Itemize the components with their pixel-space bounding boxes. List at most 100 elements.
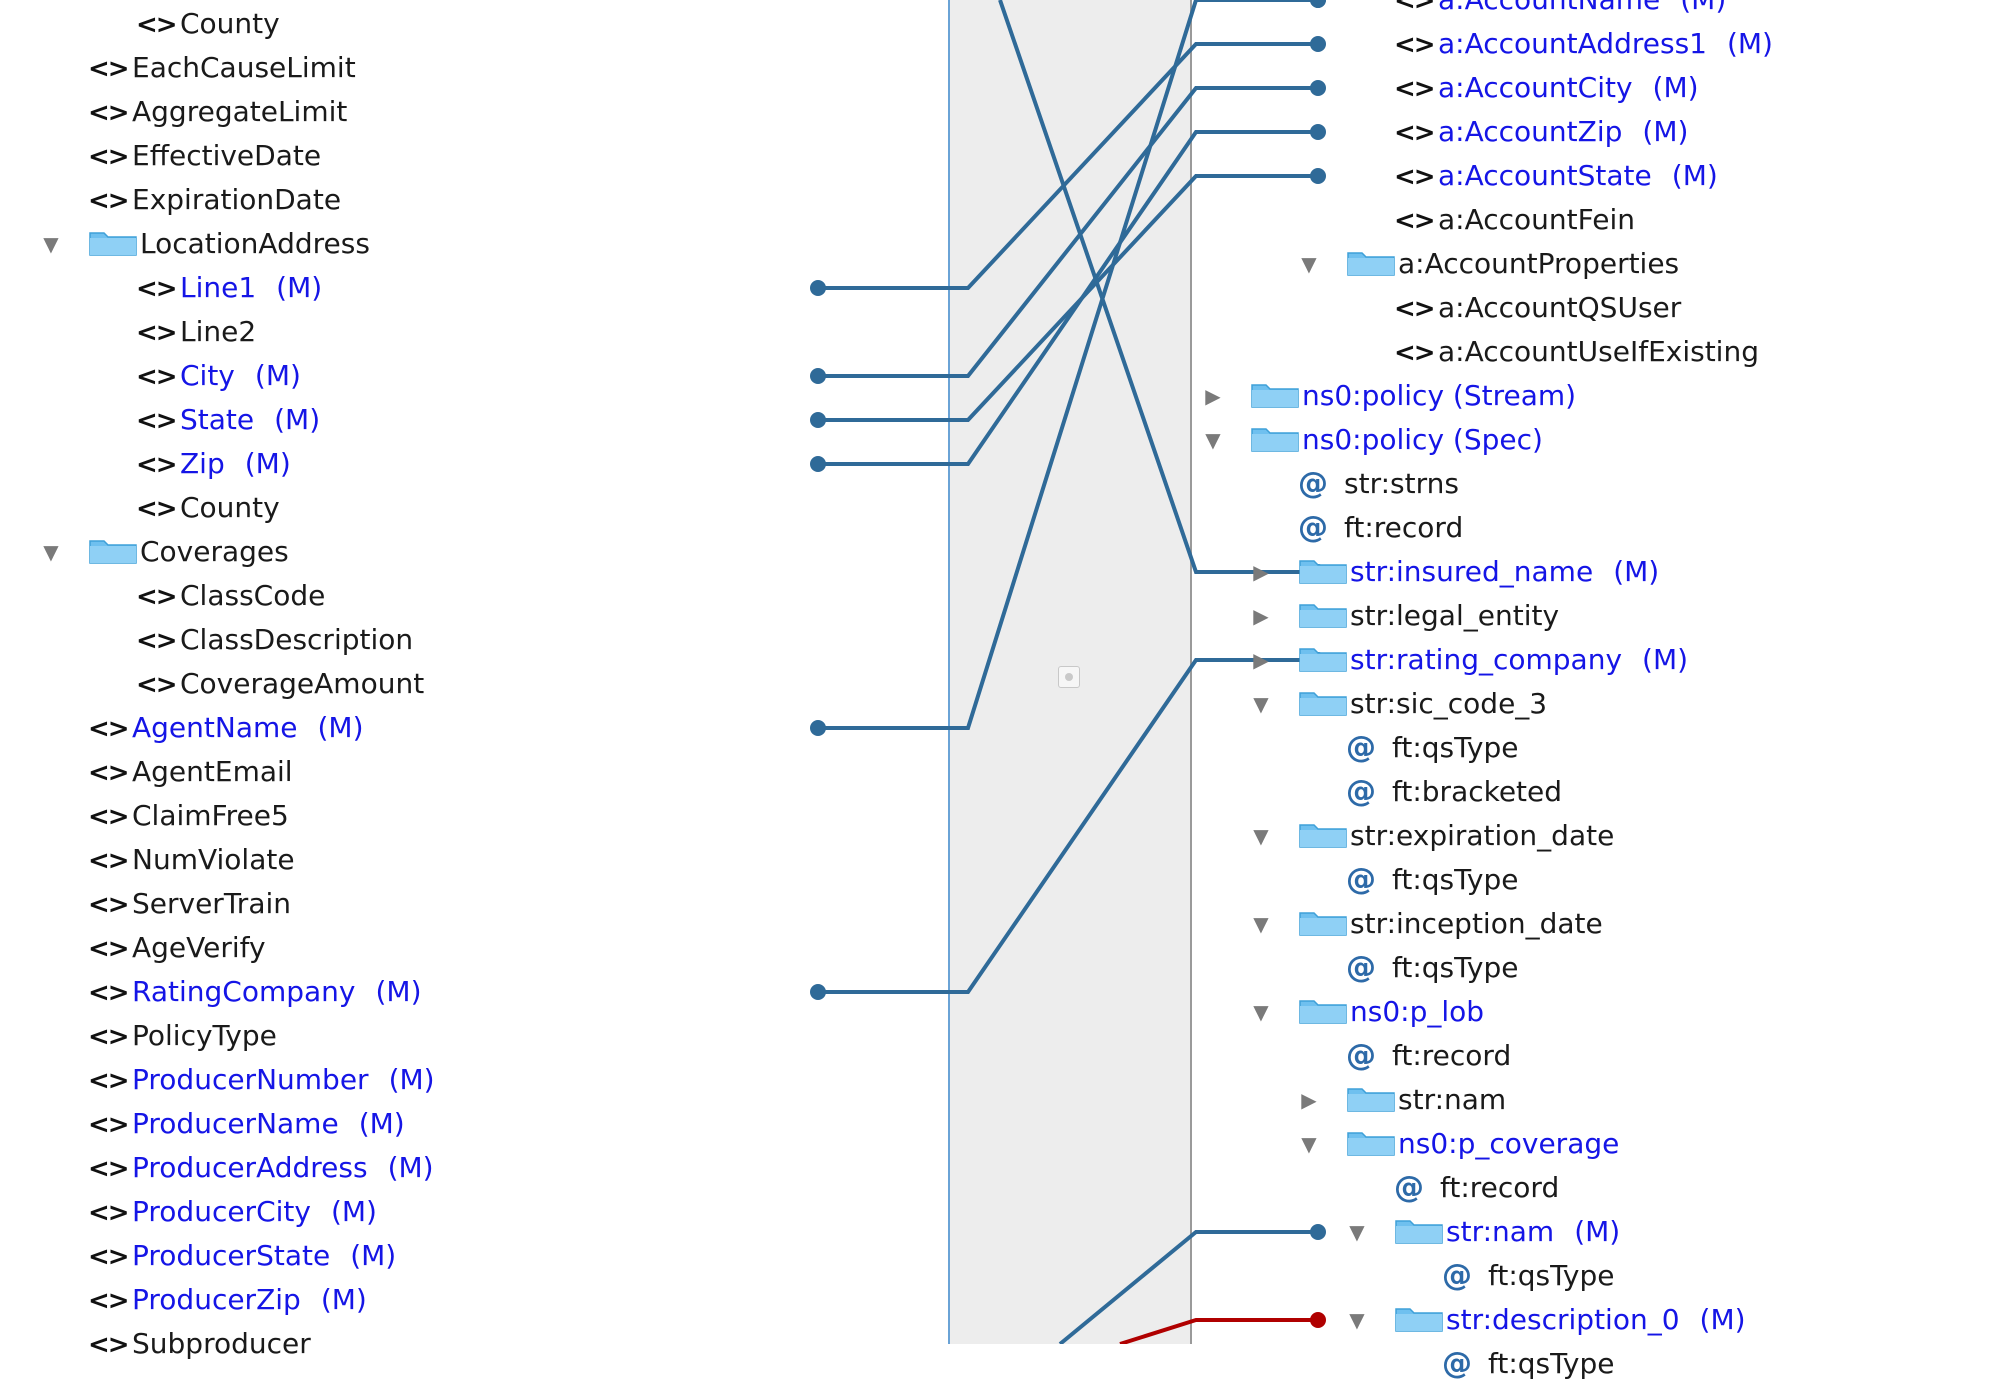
attribute-node-ft-qstype[interactable]: @ ft:qsType	[1442, 1343, 1614, 1385]
expand-down-icon[interactable]: ▼	[1253, 824, 1269, 848]
element-node-a-accountfein[interactable]: <> a:AccountFein	[1394, 199, 1635, 241]
element-node-a-accountzip[interactable]: <> a:AccountZip (M)	[1394, 111, 1688, 153]
folder-node-str-legal-entity[interactable]: ▶ str:legal_entity	[1253, 595, 1560, 637]
expand-right-icon[interactable]: ▶	[1253, 648, 1269, 672]
expand-down-icon[interactable]: ▼	[1205, 428, 1221, 452]
node-label: ft:qsType	[1488, 1347, 1615, 1380]
element-node-a-accountname[interactable]: <>a:AccountName (M)	[1394, 0, 1726, 21]
element-node-eachcauselimit[interactable]: <> EachCauseLimit	[88, 47, 356, 89]
attribute-node-ft-qstype[interactable]: @ ft:qsType	[1346, 947, 1518, 989]
element-node-state[interactable]: <> State (M)	[136, 399, 320, 441]
expand-down-icon[interactable]: ▼	[1349, 1220, 1365, 1244]
element-node-line1[interactable]: <> Line1 (M)	[136, 267, 322, 309]
folder-node-a-accountproperties[interactable]: ▼ a:AccountProperties	[1301, 243, 1679, 285]
mapping-link-subproducer-to-str-nam[interactable]	[1058, 1224, 1326, 1344]
element-node-ratingcompany[interactable]: <> RatingCompany (M)	[88, 971, 422, 1013]
expand-down-icon[interactable]: ▼	[43, 540, 59, 564]
mapping-link-state-to-a-accountstate[interactable]	[810, 168, 1326, 428]
folder-node-str-nam[interactable]: ▼ str:nam (M)	[1349, 1211, 1620, 1253]
mapping-link-subproducer-to-str-description-0[interactable]	[1119, 1312, 1326, 1344]
folder-node-str-sic-code-3[interactable]: ▼ str:sic_code_3	[1253, 683, 1547, 725]
element-node-city[interactable]: <> City (M)	[136, 355, 301, 397]
expand-right-icon[interactable]: ▶	[1253, 604, 1269, 628]
folder-node-locationaddress[interactable]: ▼ LocationAddress	[43, 223, 370, 265]
node-label: ft:qsType	[1392, 731, 1519, 764]
attribute-node-ft-qstype[interactable]: @ ft:qsType	[1346, 727, 1518, 769]
expand-down-icon[interactable]: ▼	[43, 232, 59, 256]
element-node-zip[interactable]: <> Zip (M)	[136, 443, 291, 485]
mapping-link-agentname-to-a-accountname[interactable]	[810, 0, 1326, 736]
element-node-county[interactable]: <> County	[136, 3, 280, 45]
element-node-coverageamount[interactable]: <> CoverageAmount	[136, 663, 424, 705]
folder-node-str-rating-company[interactable]: ▶ str:rating_company (M)	[1253, 639, 1688, 681]
mandatory-marker: (M)	[1613, 555, 1660, 588]
element-node-agentname[interactable]: <> AgentName (M)	[88, 707, 364, 749]
expand-down-icon[interactable]: ▼	[1349, 1308, 1365, 1332]
mapping-link-zip-to-a-accountzip[interactable]	[810, 124, 1326, 472]
element-node-county[interactable]: <> County	[136, 487, 280, 529]
attribute-node-ft-record[interactable]: @ ft:record	[1346, 1035, 1511, 1077]
expand-right-icon[interactable]: ▶	[1205, 384, 1221, 408]
element-node-a-accountaddress1[interactable]: <> a:AccountAddress1 (M)	[1394, 23, 1773, 65]
element-node-aggregatelimit[interactable]: <> AggregateLimit	[88, 91, 347, 133]
attribute-node-ft-bracketed[interactable]: @ ft:bracketed	[1346, 771, 1562, 813]
expand-down-icon[interactable]: ▼	[1253, 912, 1269, 936]
attribute-node-str-strns[interactable]: @ str:strns	[1298, 463, 1459, 505]
expand-down-icon[interactable]: ▼	[1301, 252, 1317, 276]
folder-node-coverages[interactable]: ▼ Coverages	[43, 531, 288, 573]
panel-handle[interactable]	[1058, 666, 1080, 688]
element-node-a-accountstate[interactable]: <> a:AccountState (M)	[1394, 155, 1718, 197]
element-node-a-accountuseifexisting[interactable]: <> a:AccountUseIfExisting	[1394, 331, 1759, 373]
mapping-link-offscreen[interactable]	[1196, 0, 1326, 8]
element-node-produceraddress[interactable]: <> ProducerAddress (M)	[88, 1147, 434, 1189]
mapping-link-line1-to-a-accountaddress1[interactable]	[810, 36, 1326, 296]
source-connector-dot	[810, 720, 826, 736]
expand-right-icon[interactable]: ▶	[1253, 560, 1269, 584]
element-node-servertrain[interactable]: <> ServerTrain	[88, 883, 291, 925]
node-label: ft:record	[1440, 1171, 1560, 1204]
folder-node-ns0-p-coverage[interactable]: ▼ ns0:p_coverage	[1301, 1123, 1619, 1165]
folder-node-str-expiration-date[interactable]: ▼ str:expiration_date	[1253, 815, 1614, 857]
element-node-producercity[interactable]: <> ProducerCity (M)	[88, 1191, 377, 1233]
folder-node-ns0-p-lob[interactable]: ▼ ns0:p_lob	[1253, 991, 1484, 1033]
element-node-line2[interactable]: <> Line2	[136, 311, 256, 353]
element-icon: <>	[1394, 74, 1436, 104]
element-node-producernumber[interactable]: <> ProducerNumber (M)	[88, 1059, 435, 1101]
element-node-effectivedate[interactable]: <> EffectiveDate	[88, 135, 321, 177]
element-node-numviolate[interactable]: <> NumViolate	[88, 839, 295, 881]
element-node-producername[interactable]: <> ProducerName (M)	[88, 1103, 405, 1145]
attribute-node-ft-record[interactable]: @ ft:record	[1394, 1167, 1559, 1209]
folder-node-str-insured-name[interactable]: ▶ str:insured_name (M)	[1253, 551, 1660, 593]
element-node-classdescription[interactable]: <> ClassDescription	[136, 619, 413, 661]
expand-right-icon[interactable]: ▶	[1301, 1088, 1317, 1112]
element-icon: <>	[1394, 338, 1436, 368]
folder-icon	[1298, 903, 1350, 945]
attribute-node-ft-qstype[interactable]: @ ft:qsType	[1442, 1255, 1614, 1297]
folder-node-str-nam[interactable]: ▶ str:nam	[1301, 1079, 1506, 1121]
mapping-link-ratingcompany-to-str-rating-company[interactable]	[810, 652, 1326, 1000]
folder-node-ns0-policy-spec[interactable]: ▼ ns0:policy (Spec)	[1205, 419, 1543, 461]
attribute-node-ft-qstype[interactable]: @ ft:qsType	[1346, 859, 1518, 901]
expand-down-icon[interactable]: ▼	[1253, 1000, 1269, 1024]
element-node-expirationdate[interactable]: <> ExpirationDate	[88, 179, 341, 221]
node-label: str:legal_entity	[1350, 599, 1560, 632]
folder-node-str-description-0[interactable]: ▼ str:description_0 (M)	[1349, 1299, 1745, 1341]
element-node-claimfree5[interactable]: <> ClaimFree5	[88, 795, 289, 837]
element-node-a-accountcity[interactable]: <> a:AccountCity (M)	[1394, 67, 1699, 109]
folder-node-ns0-policy-stream[interactable]: ▶ ns0:policy (Stream)	[1205, 375, 1576, 417]
element-node-a-accountqsuser[interactable]: <> a:AccountQSUser	[1394, 287, 1681, 329]
element-node-producerstate[interactable]: <> ProducerState (M)	[88, 1235, 396, 1277]
element-node-producerzip[interactable]: <> ProducerZip (M)	[88, 1279, 367, 1321]
attribute-node-ft-record[interactable]: @ ft:record	[1298, 507, 1463, 549]
element-node-policytype[interactable]: <> PolicyType	[88, 1015, 277, 1057]
expand-down-icon[interactable]: ▼	[1301, 1132, 1317, 1156]
element-icon: <>	[88, 714, 130, 744]
mapping-link-city-to-a-accountcity[interactable]	[810, 80, 1326, 384]
element-icon: <>	[1394, 0, 1436, 16]
expand-down-icon[interactable]: ▼	[1253, 692, 1269, 716]
element-icon: <>	[1394, 118, 1436, 148]
element-node-ageverify[interactable]: <> AgeVerify	[88, 927, 266, 969]
element-node-classcode[interactable]: <> ClassCode	[136, 575, 325, 617]
folder-node-str-inception-date[interactable]: ▼ str:inception_date	[1253, 903, 1602, 945]
element-node-agentemail[interactable]: <> AgentEmail	[88, 751, 293, 793]
